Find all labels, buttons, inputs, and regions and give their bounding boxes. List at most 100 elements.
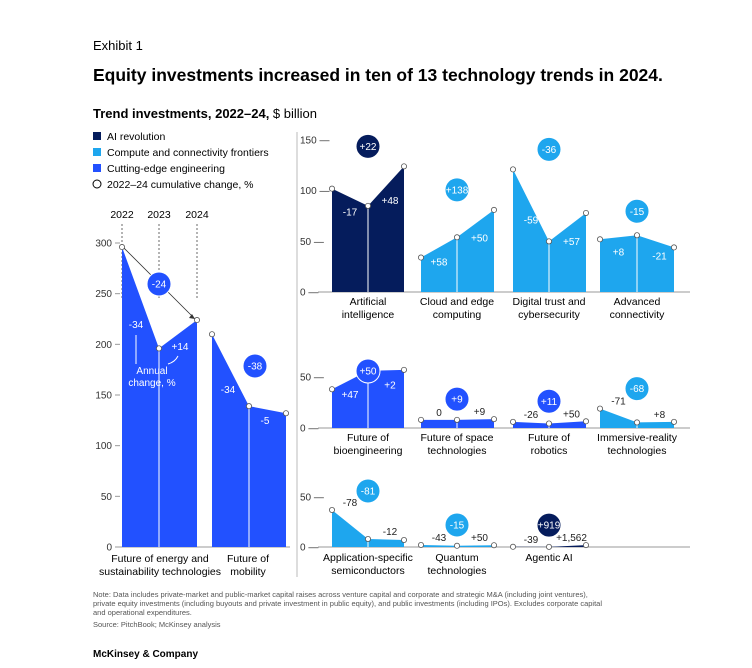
application-specific-semiconductors-annual-change-2: -12 <box>383 527 398 538</box>
artificial-intelligence-point-0 <box>328 185 335 192</box>
annual-change-annotation-line2: change, % <box>128 378 175 389</box>
agentic-ai-area <box>513 545 586 547</box>
footnote-line-0: Note: Data includes private-market and p… <box>93 590 588 599</box>
application-specific-semiconductors-annual-change-1: -78 <box>343 498 358 509</box>
left-y-tick-100: 100 <box>95 441 112 452</box>
left-y-tick-200: 200 <box>95 340 112 351</box>
digital-trust-and-cybersecurity-label-line2: cybersecurity <box>518 309 581 321</box>
energy-label-line1: Future of energy and <box>111 553 209 565</box>
mobility-label-line1: Future of <box>227 553 269 565</box>
quantum-technologies-annual-change-2: +50 <box>471 533 488 544</box>
artificial-intelligence-point-2 <box>400 163 407 170</box>
application-specific-semiconductors-point-0 <box>328 506 335 513</box>
cloud-and-edge-computing-cumulative-bubble-label: +138 <box>446 185 469 196</box>
row3-y-tick-0: 0 — <box>300 543 318 554</box>
quantum-technologies-annual-change-1: -43 <box>432 533 447 544</box>
artificial-intelligence-cumulative-bubble <box>355 133 381 159</box>
artificial-intelligence-point-1 <box>364 202 371 209</box>
agentic-ai-cumulative-bubble <box>536 512 562 538</box>
mobility-cumulative-bubble <box>242 353 268 379</box>
advanced-connectivity-label-line1: Advanced <box>614 296 661 308</box>
row2-y-tick-0: 0 — <box>300 424 318 435</box>
digital-trust-and-cybersecurity-point-1 <box>546 238 553 245</box>
subtitle-bold: Trend investments, 2022–24, <box>93 106 269 121</box>
legend: AI revolution Compute and connectivity fr… <box>92 131 269 191</box>
energy-cumulative-arrowhead <box>189 314 195 320</box>
future-of-bioengineering-annual-change-1: +47 <box>342 390 359 401</box>
advanced-connectivity-point-0 <box>597 236 604 243</box>
application-specific-semiconductors-label-line2: semiconductors <box>331 565 405 577</box>
future-of-space-technologies-annual-change-2: +9 <box>474 407 486 418</box>
application-specific-semiconductors-label-line1: Application-specific <box>323 552 413 564</box>
mobility-point-2 <box>282 410 289 417</box>
quantum-technologies-label-line1: Quantum <box>435 552 478 564</box>
quantum-technologies-point-2 <box>490 542 497 549</box>
brand-logo-text: McKinsey & Company <box>93 649 198 660</box>
left-y-tick-50: 50 <box>101 492 113 503</box>
cloud-and-edge-computing-label-line1: Cloud and edge <box>420 296 494 308</box>
digital-trust-and-cybersecurity-point-2 <box>583 209 590 216</box>
cloud-and-edge-computing-point-2 <box>490 206 497 213</box>
chart-title: Equity investments increased in ten of 1… <box>93 65 663 85</box>
future-of-robotics-label-line1: Future of <box>528 432 570 444</box>
footnote-line-2: and operational expenditures. <box>93 608 192 617</box>
future-of-space-technologies-label-line1: Future of space <box>421 432 494 444</box>
immersive-reality-technologies-area <box>600 408 674 428</box>
legend-swatch-2 <box>93 164 101 172</box>
agentic-ai-label-line1: Agentic AI <box>525 552 572 564</box>
application-specific-semiconductors-point-1 <box>364 536 371 543</box>
digital-trust-and-cybersecurity-label-line1: Digital trust and <box>513 296 586 308</box>
agentic-ai-point-1 <box>546 543 553 550</box>
future-of-bioengineering-label-line2: bioengineering <box>334 445 403 457</box>
cloud-and-edge-computing-label-line2: computing <box>433 309 482 321</box>
immersive-reality-technologies-point-2 <box>671 418 678 425</box>
row1-y-tick-150: 150 — <box>300 136 329 147</box>
plot-area: 0 50 100 150 200 250 300 2022 2023 2024 -24 -34 +14 A… <box>95 132 690 578</box>
advanced-connectivity-point-1 <box>634 232 641 239</box>
future-of-robotics-annual-change-2: +50 <box>563 409 580 420</box>
legend-swatch-1 <box>93 148 101 156</box>
quantum-technologies-cumulative-bubble-label: -15 <box>450 521 465 532</box>
future-of-space-technologies-point-1 <box>453 416 460 423</box>
row2-y-tick-50: 50 — <box>300 373 324 384</box>
left-y-tick-300: 300 <box>95 239 112 250</box>
energy-point-0 <box>119 244 126 251</box>
artificial-intelligence-label-line2: intelligence <box>342 309 395 321</box>
future-of-bioengineering-cumulative-bubble <box>355 358 381 384</box>
legend-label-0: AI revolution <box>107 131 166 143</box>
legend-label-3: 2022–24 cumulative change, % <box>107 179 254 191</box>
mobility-point-1 <box>245 403 252 410</box>
advanced-connectivity-cumulative-bubble-label: -15 <box>630 207 645 218</box>
future-of-robotics-point-0 <box>509 418 516 425</box>
immersive-reality-technologies-point-0 <box>597 405 604 412</box>
row1-y-tick-100: 100 — <box>300 186 329 197</box>
left-y-tick-250: 250 <box>95 289 112 300</box>
immersive-reality-technologies-annual-change-2: +8 <box>654 410 666 421</box>
chart-subtitle: Trend investments, 2022–24, $ billion <box>93 106 317 121</box>
agentic-ai-point-0 <box>509 543 516 550</box>
energy-annual-change-2: +14 <box>172 342 189 353</box>
future-of-robotics-cumulative-bubble-label: +11 <box>541 397 558 408</box>
advanced-connectivity-annual-change-2: -21 <box>652 251 667 262</box>
application-specific-semiconductors-cumulative-bubble <box>355 478 381 504</box>
agentic-ai-annual-change-2: +1,562 <box>556 533 587 544</box>
digital-trust-and-cybersecurity-cumulative-bubble-label: -36 <box>542 145 557 156</box>
artificial-intelligence-label-line1: Artificial <box>350 296 387 308</box>
year-label-2023: 2023 <box>147 209 171 221</box>
future-of-bioengineering-point-0 <box>328 386 335 393</box>
immersive-reality-technologies-point-1 <box>634 419 641 426</box>
artificial-intelligence-cumulative-bubble-label: +22 <box>360 142 377 153</box>
cloud-and-edge-computing-cumulative-bubble <box>444 177 470 203</box>
artificial-intelligence-annual-change-1: -17 <box>343 207 358 218</box>
advanced-connectivity-cumulative-bubble <box>624 198 650 224</box>
footnote: Note: Data includes private-market and p… <box>93 590 602 629</box>
future-of-bioengineering-cumulative-bubble-label: +50 <box>360 367 377 378</box>
cloud-and-edge-computing-annual-change-2: +50 <box>471 234 488 245</box>
legend-circle-3 <box>92 179 102 189</box>
mobility-label-line2: mobility <box>230 566 266 578</box>
future-of-space-technologies-cumulative-bubble-label: +9 <box>451 395 463 406</box>
mobility-annual-change-1: -34 <box>221 385 236 396</box>
application-specific-semiconductors-point-2 <box>400 537 407 544</box>
future-of-space-technologies-point-0 <box>417 416 424 423</box>
